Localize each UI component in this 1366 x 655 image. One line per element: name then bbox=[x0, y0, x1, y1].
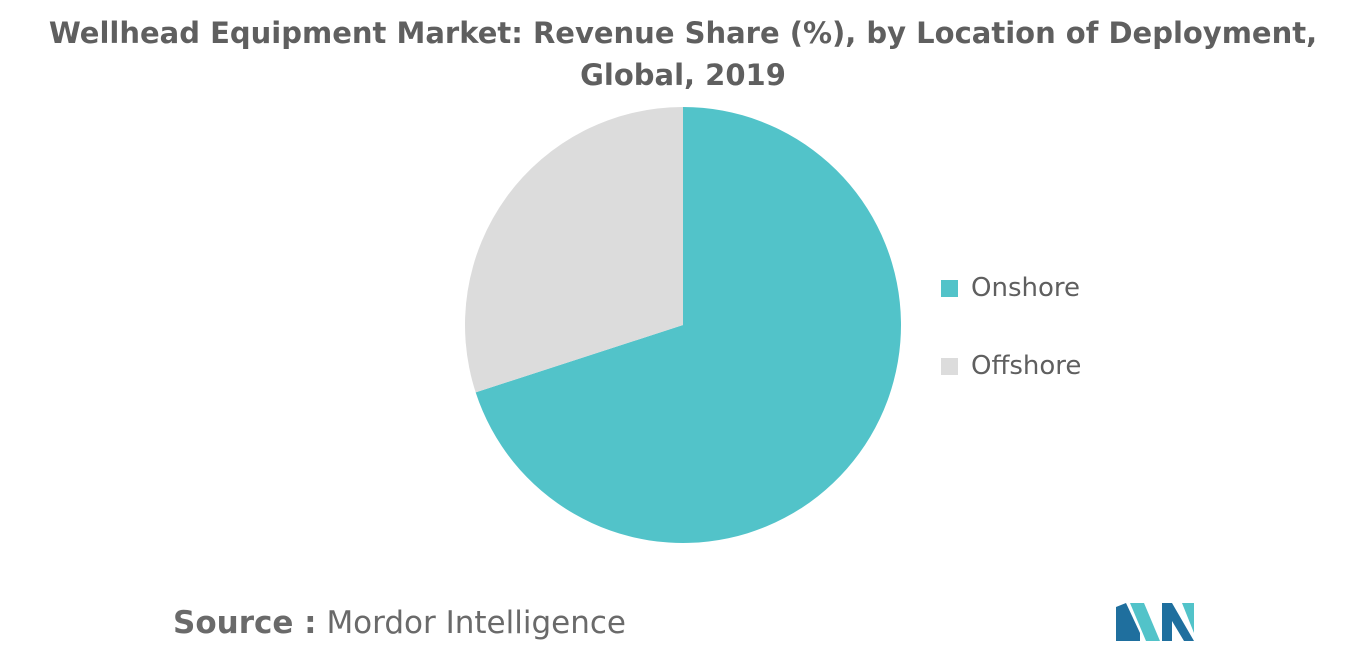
source-line: Source : Mordor Intelligence bbox=[173, 605, 626, 641]
mordor-intelligence-logo-icon bbox=[1116, 603, 1194, 641]
logo-right-stroke bbox=[1162, 603, 1194, 641]
legend-item-offshore: Offshore bbox=[941, 344, 1081, 388]
legend-swatch-offshore bbox=[941, 357, 958, 375]
pie-slice-offshore bbox=[464, 107, 683, 393]
logo-left-stroke bbox=[1116, 603, 1140, 641]
legend-swatch-onshore bbox=[941, 279, 958, 297]
legend-label-onshore: Onshore bbox=[971, 273, 1080, 303]
logo-right-accent bbox=[1182, 603, 1194, 633]
pie-slice-onshore bbox=[475, 107, 901, 543]
source-value: Mordor Intelligence bbox=[326, 605, 626, 641]
legend-item-onshore: Onshore bbox=[941, 266, 1081, 310]
legend-label-offshore: Offshore bbox=[971, 351, 1082, 381]
source-label: Source : bbox=[173, 605, 317, 641]
chart-legend: Onshore Offshore bbox=[941, 266, 1081, 422]
logo-middle-stroke bbox=[1130, 603, 1160, 641]
chart-title: Wellhead Equipment Market: Revenue Share… bbox=[48, 16, 1318, 92]
